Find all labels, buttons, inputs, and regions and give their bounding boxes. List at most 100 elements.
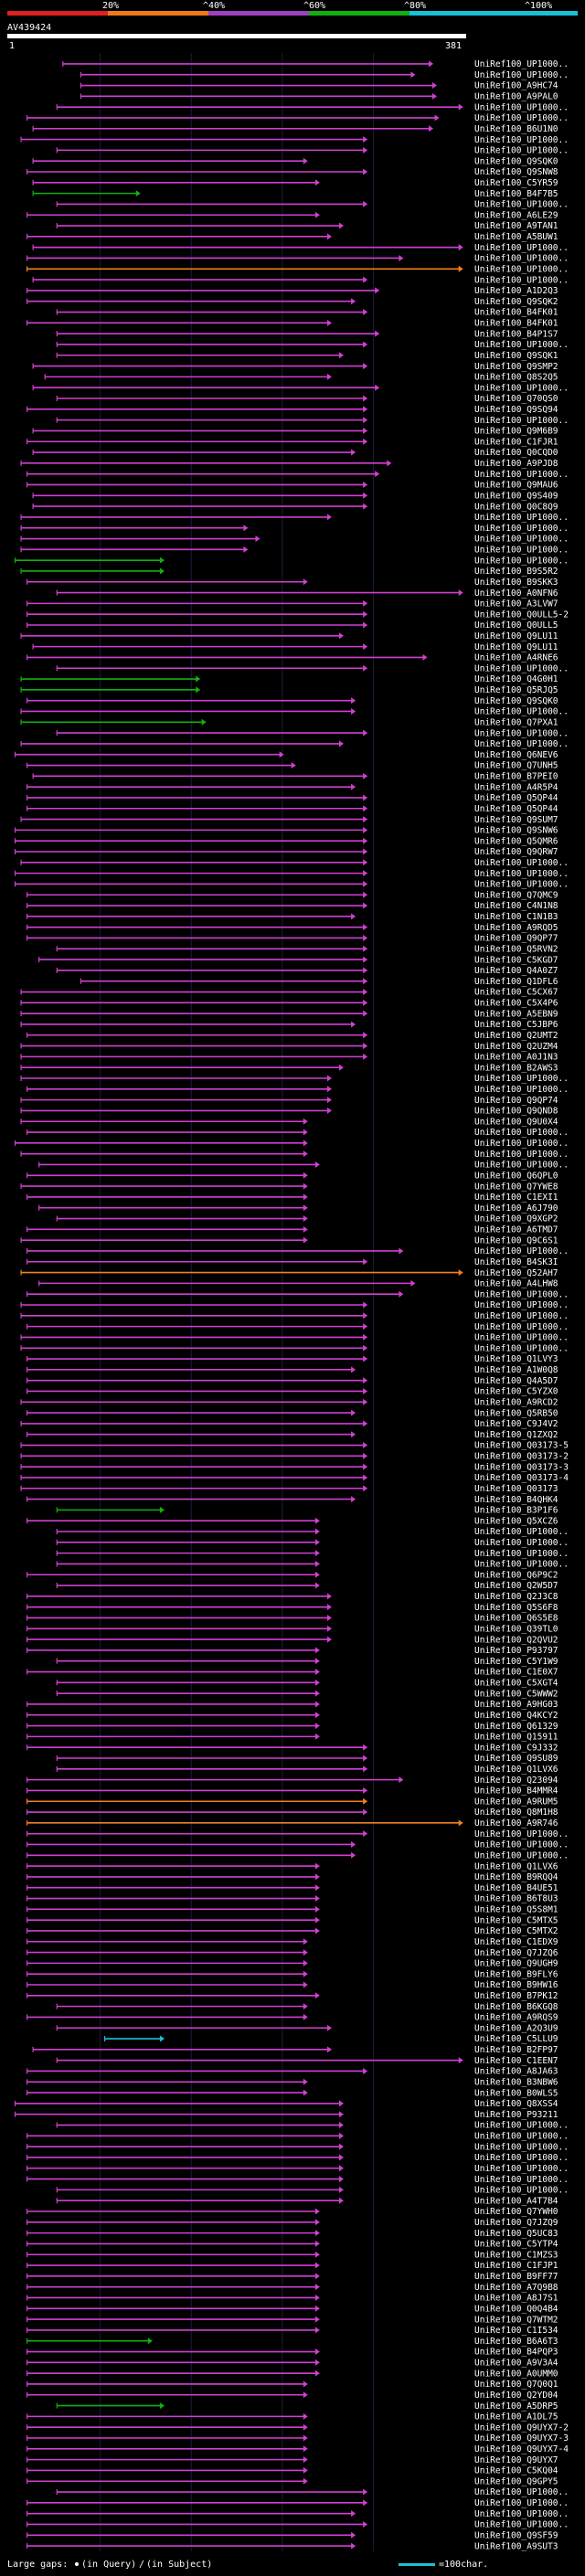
- hit-label[interactable]: UniRef100_A9PJD8: [474, 459, 558, 469]
- hit-label[interactable]: UniRef100_Q9SNW6: [474, 826, 558, 836]
- hit-label[interactable]: UniRef100_UP1000..: [474, 2498, 569, 2508]
- hit-label[interactable]: UniRef100_Q5UC83: [474, 2229, 558, 2239]
- hit-label[interactable]: UniRef100_C5JBP6: [474, 1020, 558, 1030]
- hit-label[interactable]: UniRef100_Q0ULL5: [474, 620, 558, 631]
- hit-label[interactable]: UniRef100_UP1000..: [474, 275, 569, 285]
- hit-label[interactable]: UniRef100_A5DRP5: [474, 2401, 558, 2412]
- hit-label[interactable]: UniRef100_UP1000..: [474, 1085, 569, 1095]
- hit-label[interactable]: UniRef100_C5CX67: [474, 988, 558, 998]
- hit-label[interactable]: UniRef100_B9RQQ4: [474, 1872, 558, 1882]
- hit-label[interactable]: UniRef100_C1FJP1: [474, 2261, 558, 2271]
- hit-label[interactable]: UniRef100_UP1000..: [474, 880, 569, 890]
- hit-label[interactable]: UniRef100_Q1LVX6: [474, 1861, 558, 1871]
- hit-label[interactable]: UniRef100_Q1ZXQ2: [474, 1430, 558, 1440]
- hit-label[interactable]: UniRef100_UP1000..: [474, 1549, 569, 1559]
- hit-label[interactable]: UniRef100_UP1000..: [474, 869, 569, 879]
- hit-label[interactable]: UniRef100_C1FJR1: [474, 437, 558, 447]
- hit-label[interactable]: UniRef100_Q2UMT2: [474, 1031, 558, 1041]
- hit-label[interactable]: UniRef100_A9RUM5: [474, 1797, 558, 1807]
- hit-label[interactable]: UniRef100_B4FK01: [474, 319, 558, 329]
- hit-label[interactable]: UniRef100_Q9SQ94: [474, 405, 558, 415]
- hit-label[interactable]: UniRef100_Q39TL0: [474, 1624, 558, 1634]
- hit-label[interactable]: UniRef100_UP1000..: [474, 728, 569, 738]
- hit-label[interactable]: UniRef100_UP1000..: [474, 2132, 569, 2142]
- hit-label[interactable]: UniRef100_UP1000..: [474, 1074, 569, 1084]
- hit-label[interactable]: UniRef100_UP1000..: [474, 200, 569, 210]
- hit-label[interactable]: UniRef100_Q1LVX6: [474, 1765, 558, 1775]
- hit-label[interactable]: UniRef100_Q9MAU6: [474, 481, 558, 491]
- hit-label[interactable]: UniRef100_Q7UNH5: [474, 761, 558, 771]
- hit-label[interactable]: UniRef100_Q7JZQ6: [474, 1948, 558, 1958]
- hit-label[interactable]: UniRef100_A9RQS9: [474, 2013, 558, 2023]
- hit-label[interactable]: UniRef100_B9FF77: [474, 2272, 558, 2282]
- hit-label[interactable]: UniRef100_B9HW16: [474, 1980, 558, 1990]
- hit-label[interactable]: UniRef100_Q9S409: [474, 491, 558, 501]
- hit-label[interactable]: UniRef100_Q9SNW8: [474, 167, 558, 177]
- hit-label[interactable]: UniRef100_A5EBN9: [474, 1009, 558, 1019]
- hit-label[interactable]: UniRef100_Q61329: [474, 1722, 558, 1732]
- hit-label[interactable]: UniRef100_Q0Q4B4: [474, 2304, 558, 2314]
- hit-label[interactable]: UniRef100_UP1000..: [474, 340, 569, 350]
- hit-label[interactable]: UniRef100_UP1000..: [474, 146, 569, 156]
- hit-label[interactable]: UniRef100_A9R746: [474, 1818, 558, 1829]
- hit-label[interactable]: UniRef100_Q0ULL5-2: [474, 610, 569, 620]
- hit-label[interactable]: UniRef100_UP1000..: [474, 1333, 569, 1343]
- hit-label[interactable]: UniRef100_Q03173-2: [474, 1452, 569, 1462]
- hit-label[interactable]: UniRef100_A5BUW1: [474, 232, 558, 242]
- hit-label[interactable]: UniRef100_UP1000..: [474, 135, 569, 145]
- hit-label[interactable]: UniRef100_Q7JZQ9: [474, 2218, 558, 2228]
- hit-label[interactable]: UniRef100_B2FP97: [474, 2045, 558, 2055]
- hit-label[interactable]: UniRef100_UP1000..: [474, 1322, 569, 1332]
- hit-label[interactable]: UniRef100_Q6QPL0: [474, 1171, 558, 1181]
- hit-label[interactable]: UniRef100_B4QHK4: [474, 1495, 558, 1505]
- hit-label[interactable]: UniRef100_Q5S6F8: [474, 1603, 558, 1613]
- hit-label[interactable]: UniRef100_Q5S8M1: [474, 1905, 558, 1915]
- hit-label[interactable]: UniRef100_UP1000..: [474, 2520, 569, 2530]
- hit-label[interactable]: UniRef100_UP1000..: [474, 1560, 569, 1570]
- hit-label[interactable]: UniRef100_Q15911: [474, 1733, 558, 1743]
- hit-label[interactable]: UniRef100_C5WWW2: [474, 1689, 558, 1699]
- hit-label[interactable]: UniRef100_Q2W5D7: [474, 1581, 558, 1591]
- hit-label[interactable]: UniRef100_UP1000..: [474, 2509, 569, 2519]
- hit-label[interactable]: UniRef100_B3P1F6: [474, 1506, 558, 1516]
- hit-label[interactable]: UniRef100_Q9U0X4: [474, 1117, 558, 1127]
- hit-label[interactable]: UniRef100_A4T7B4: [474, 2196, 558, 2206]
- hit-label[interactable]: UniRef100_Q4A0Z7: [474, 966, 558, 976]
- hit-label[interactable]: UniRef100_C1MZS3: [474, 2250, 558, 2260]
- hit-label[interactable]: UniRef100_A9TAN1: [474, 221, 558, 231]
- hit-label[interactable]: UniRef100_UP1000..: [474, 739, 569, 749]
- hit-label[interactable]: UniRef100_UP1000..: [474, 707, 569, 717]
- hit-label[interactable]: UniRef100_Q9LU11: [474, 642, 558, 652]
- hit-label[interactable]: UniRef100_A3LVW7: [474, 599, 558, 610]
- hit-label[interactable]: UniRef100_B9FLY6: [474, 1969, 558, 1979]
- hit-label[interactable]: UniRef100_A7Q9B8: [474, 2283, 558, 2293]
- hit-label[interactable]: UniRef100_Q9QND8: [474, 1107, 558, 1117]
- hit-label[interactable]: UniRef100_Q9SUM7: [474, 815, 558, 825]
- hit-label[interactable]: UniRef100_B2AWS3: [474, 1063, 558, 1073]
- hit-label[interactable]: UniRef100_Q8S2Q5: [474, 373, 558, 383]
- hit-label[interactable]: UniRef100_B0WLS5: [474, 2088, 558, 2098]
- hit-label[interactable]: UniRef100_UP1000..: [474, 1840, 569, 1850]
- hit-label[interactable]: UniRef100_Q23094: [474, 1776, 558, 1786]
- hit-label[interactable]: UniRef100_UP1000..: [474, 2164, 569, 2174]
- hit-label[interactable]: UniRef100_UP1000..: [474, 1311, 569, 1321]
- hit-label[interactable]: UniRef100_UP1000..: [474, 535, 569, 545]
- hit-label[interactable]: UniRef100_Q4G0H1: [474, 674, 558, 684]
- hit-label[interactable]: UniRef100_UP1000..: [474, 416, 569, 426]
- hit-label[interactable]: UniRef100_B4SK3I: [474, 1257, 558, 1267]
- hit-label[interactable]: UniRef100_Q9SU89: [474, 1754, 558, 1764]
- hit-label[interactable]: UniRef100_UP1000..: [474, 556, 569, 566]
- hit-label[interactable]: UniRef100_Q8XSS4: [474, 2099, 558, 2109]
- hit-label[interactable]: UniRef100_Q9SQK1: [474, 351, 558, 361]
- hit-label[interactable]: UniRef100_A9HC74: [474, 81, 558, 91]
- hit-label[interactable]: UniRef100_UP1000..: [474, 1139, 569, 1149]
- hit-label[interactable]: UniRef100_B4UE51: [474, 1883, 558, 1893]
- hit-label[interactable]: UniRef100_Q6P9C2: [474, 1570, 558, 1580]
- hit-label[interactable]: UniRef100_A0J1N3: [474, 1053, 558, 1063]
- hit-label[interactable]: UniRef100_Q5QMR6: [474, 836, 558, 846]
- hit-label[interactable]: UniRef100_C1EXI1: [474, 1193, 558, 1203]
- hit-label[interactable]: UniRef100_A0NFN6: [474, 588, 558, 599]
- hit-label[interactable]: UniRef100_Q0C8Q9: [474, 502, 558, 512]
- hit-label[interactable]: UniRef100_UP1000..: [474, 546, 569, 556]
- hit-label[interactable]: UniRef100_Q9UYX7-2: [474, 2422, 569, 2433]
